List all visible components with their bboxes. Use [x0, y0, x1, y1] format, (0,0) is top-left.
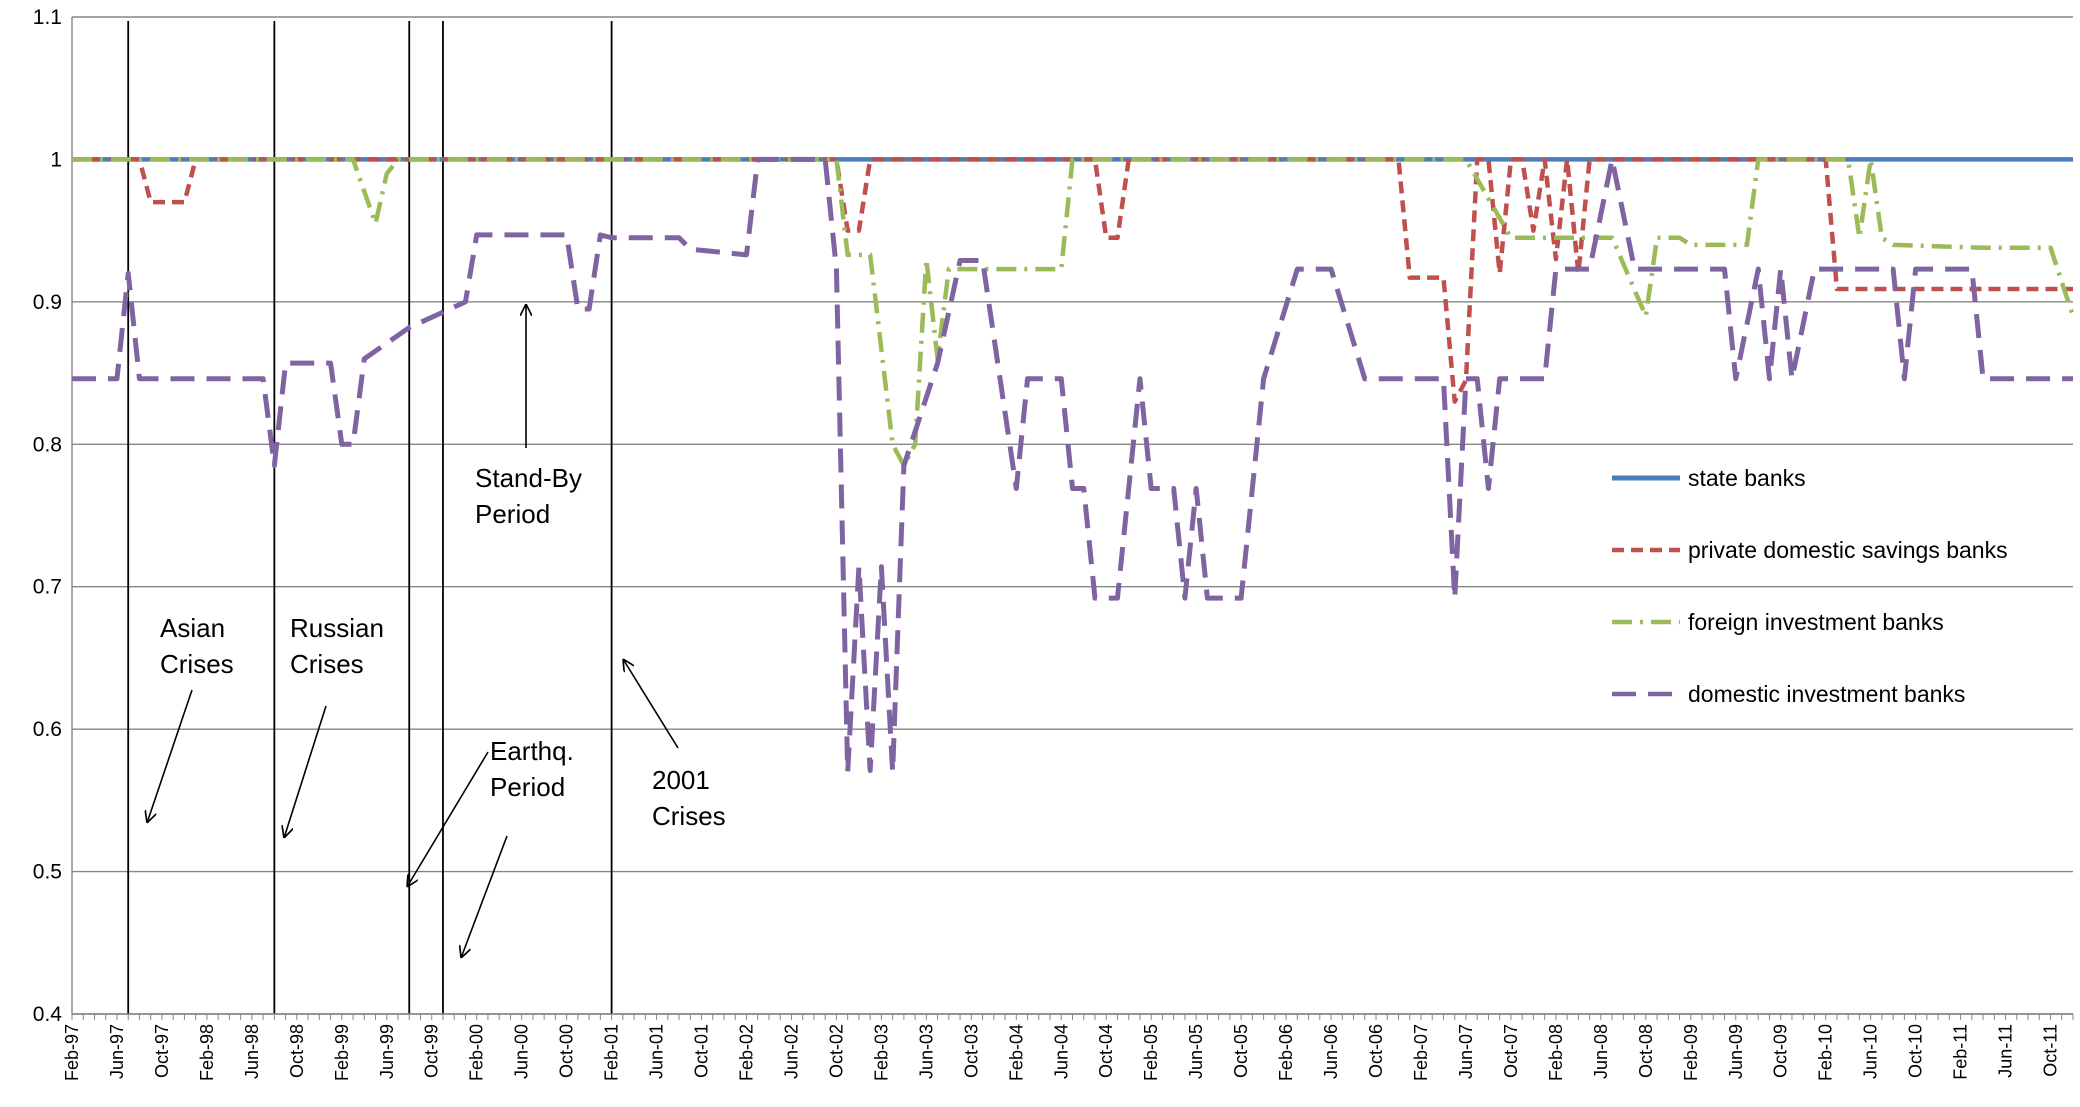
- x-tick-label: Oct-99: [422, 1024, 442, 1078]
- x-tick-label: Feb-05: [1141, 1024, 1161, 1081]
- event-lines: [127, 21, 613, 1014]
- x-tick-label: Feb-02: [736, 1024, 756, 1081]
- x-tick-label: Jun-97: [107, 1024, 127, 1079]
- x-tick-label: Jun-02: [781, 1024, 801, 1079]
- x-tick-label: Oct-08: [1636, 1024, 1656, 1078]
- x-tick-label: Feb-01: [602, 1024, 622, 1081]
- x-tick-label: Feb-08: [1546, 1024, 1566, 1081]
- legend-label: domestic investment banks: [1688, 681, 1965, 707]
- x-tick-label: Jun-08: [1591, 1024, 1611, 1079]
- y-tick-label: 0.4: [33, 1003, 63, 1026]
- annotation-arrow: [407, 751, 489, 887]
- annotation-line: Period: [475, 499, 550, 529]
- x-tick-label: Jun-09: [1726, 1024, 1746, 1079]
- annotation-line: Period: [490, 772, 565, 802]
- x-tick-label: Jun-98: [242, 1024, 262, 1079]
- y-tick-label: 0.5: [33, 861, 62, 884]
- series-line-4: [72, 156, 2073, 775]
- annotation-line: Crises: [652, 801, 726, 831]
- x-tick-label: Feb-04: [1006, 1024, 1026, 1081]
- y-tick-label: 0.8: [33, 433, 62, 456]
- x-tick-label: Oct-07: [1501, 1024, 1521, 1078]
- x-tick-label: Jun-07: [1456, 1024, 1476, 1079]
- x-tick-label: Oct-01: [692, 1024, 712, 1078]
- annotation-arrow: [461, 835, 508, 958]
- annotation-russian: Russian Crises: [290, 613, 384, 679]
- x-tick-label: Oct-11: [2041, 1024, 2061, 1077]
- y-tick-label: 0.7: [33, 576, 62, 599]
- annotation-line: 2001: [652, 765, 710, 795]
- x-tick-label: Feb-03: [871, 1024, 891, 1081]
- annotation-line: Russian: [290, 613, 384, 643]
- annotation-line: Crises: [160, 649, 234, 679]
- annotation-earthq: Earthq. Period: [490, 736, 574, 802]
- axes: 0.4 0.5 0.6 0.7 0.8 0.9 1 1.1 Feb-97 Jun-97 Oct-97…: [33, 6, 2074, 1081]
- x-tick-label: Oct-00: [557, 1024, 577, 1078]
- x-tick-label: Jun-04: [1051, 1024, 1071, 1079]
- annotation-asian: Asian Crises: [160, 613, 234, 679]
- x-tick-label: Oct-09: [1771, 1024, 1791, 1078]
- y-tick-label: 1: [50, 148, 62, 171]
- x-tick-label: Oct-97: [152, 1024, 172, 1078]
- annotation-line: Asian: [160, 613, 225, 643]
- x-tick-label: Jun-01: [647, 1024, 667, 1079]
- annotation-c2001: 2001 Crises: [652, 765, 726, 831]
- x-tick-label: Feb-98: [197, 1024, 217, 1081]
- annotation-arrow: [284, 705, 327, 838]
- x-tick-label: Feb-09: [1681, 1024, 1701, 1081]
- y-tick-label: 0.9: [33, 291, 62, 314]
- x-tick-label: Feb-00: [467, 1024, 487, 1081]
- x-tick-label: Oct-02: [826, 1024, 846, 1078]
- x-tick-label: Feb-11: [1951, 1024, 1971, 1080]
- legend-label: foreign investment banks: [1688, 609, 1944, 635]
- annotation-line: Earthq.: [490, 736, 574, 766]
- series-line-3: [72, 157, 2076, 468]
- x-tick-label: Jun-03: [916, 1024, 936, 1079]
- x-tick-label: Oct-98: [287, 1024, 307, 1078]
- series-lines: [72, 156, 2076, 775]
- annotation-arrow: [147, 689, 193, 823]
- x-tick-label: Oct-04: [1096, 1024, 1116, 1078]
- x-tick-label: Feb-06: [1276, 1024, 1296, 1081]
- x-tick-label: Jun-10: [1861, 1024, 1881, 1079]
- legend: state banks private domestic savings bank…: [1612, 465, 2008, 707]
- y-tick-label: 0.6: [33, 718, 62, 741]
- annotation-arrow: [623, 659, 679, 749]
- x-tick-label: Jun-11: [1996, 1024, 2016, 1078]
- x-tick-label: Feb-99: [332, 1024, 352, 1081]
- annotation-line: Crises: [290, 649, 364, 679]
- x-tick-label: Jun-00: [512, 1024, 532, 1079]
- legend-label: state banks: [1688, 465, 1806, 491]
- legend-label: private domestic savings banks: [1688, 537, 2008, 563]
- x-tick-label: Jun-06: [1321, 1024, 1341, 1079]
- x-tick-label: Feb-07: [1411, 1024, 1431, 1081]
- x-tick-label: Feb-97: [62, 1024, 82, 1081]
- annotation-line: Stand-By: [475, 463, 582, 493]
- y-tick-label: 1.1: [33, 6, 62, 29]
- x-tick-label: Oct-10: [1906, 1024, 1926, 1078]
- x-tick-label: Oct-05: [1231, 1024, 1251, 1078]
- x-tick-label: Oct-03: [961, 1024, 981, 1078]
- x-tick-label: Feb-10: [1816, 1024, 1836, 1081]
- x-tick-label: Jun-99: [377, 1024, 397, 1079]
- x-tick-label: Jun-05: [1186, 1024, 1206, 1079]
- x-tick-label: Oct-06: [1366, 1024, 1386, 1078]
- annotation-standby: Stand-By Period: [475, 463, 582, 529]
